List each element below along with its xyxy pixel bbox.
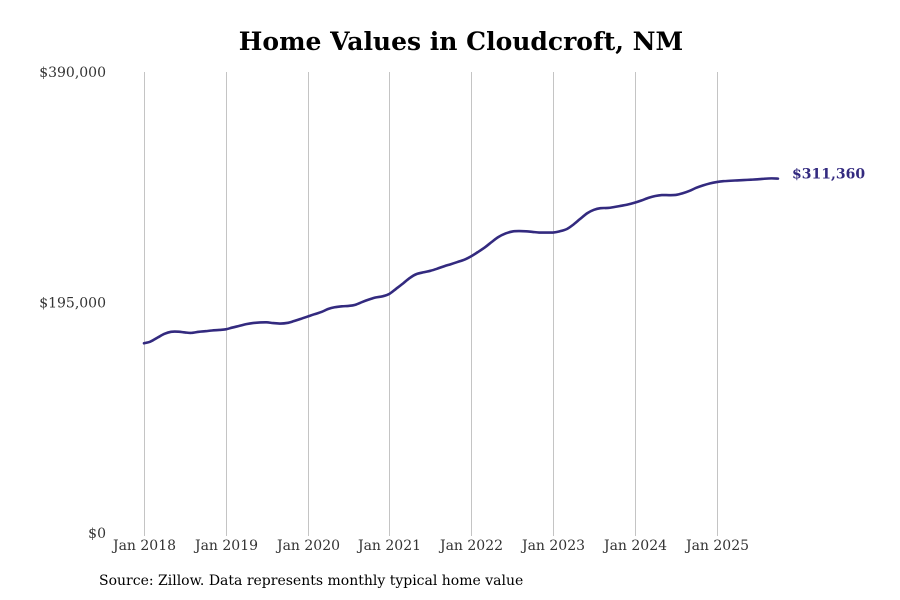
x-tick-label: Jan 2020 [275, 538, 340, 554]
x-tick-label: Jan 2019 [193, 538, 258, 554]
y-axis-ticks: $390,000 $195,000 $0 [39, 65, 106, 542]
source-note: Source: Zillow. Data represents monthly … [99, 573, 524, 589]
x-tick-label: Jan 2022 [438, 538, 503, 554]
x-tick-label: Jan 2023 [520, 538, 585, 554]
gridlines [144, 72, 718, 536]
x-tick-label: Jan 2025 [684, 538, 749, 554]
x-tick-label: Jan 2021 [356, 538, 421, 554]
y-tick-label: $390,000 [39, 65, 106, 81]
series-line [142, 177, 780, 345]
x-axis-ticks: Jan 2018 Jan 2019 Jan 2020 Jan 2021 Jan 2022… [111, 538, 749, 554]
chart-title: Home Values in Cloudcroft, NM [238, 27, 684, 56]
x-tick-label: Jan 2018 [111, 538, 176, 554]
y-tick-label: $0 [88, 526, 106, 542]
y-tick-label: $195,000 [39, 296, 106, 312]
line-chart: $390,000$195,000$0 Jan 2018 Jan 2019 Jan 2… [39, 65, 865, 554]
series-layer: $311,360 [142, 167, 865, 345]
series-end-label: $311,360 [792, 167, 865, 183]
x-tick-label: Jan 2024 [602, 538, 667, 554]
